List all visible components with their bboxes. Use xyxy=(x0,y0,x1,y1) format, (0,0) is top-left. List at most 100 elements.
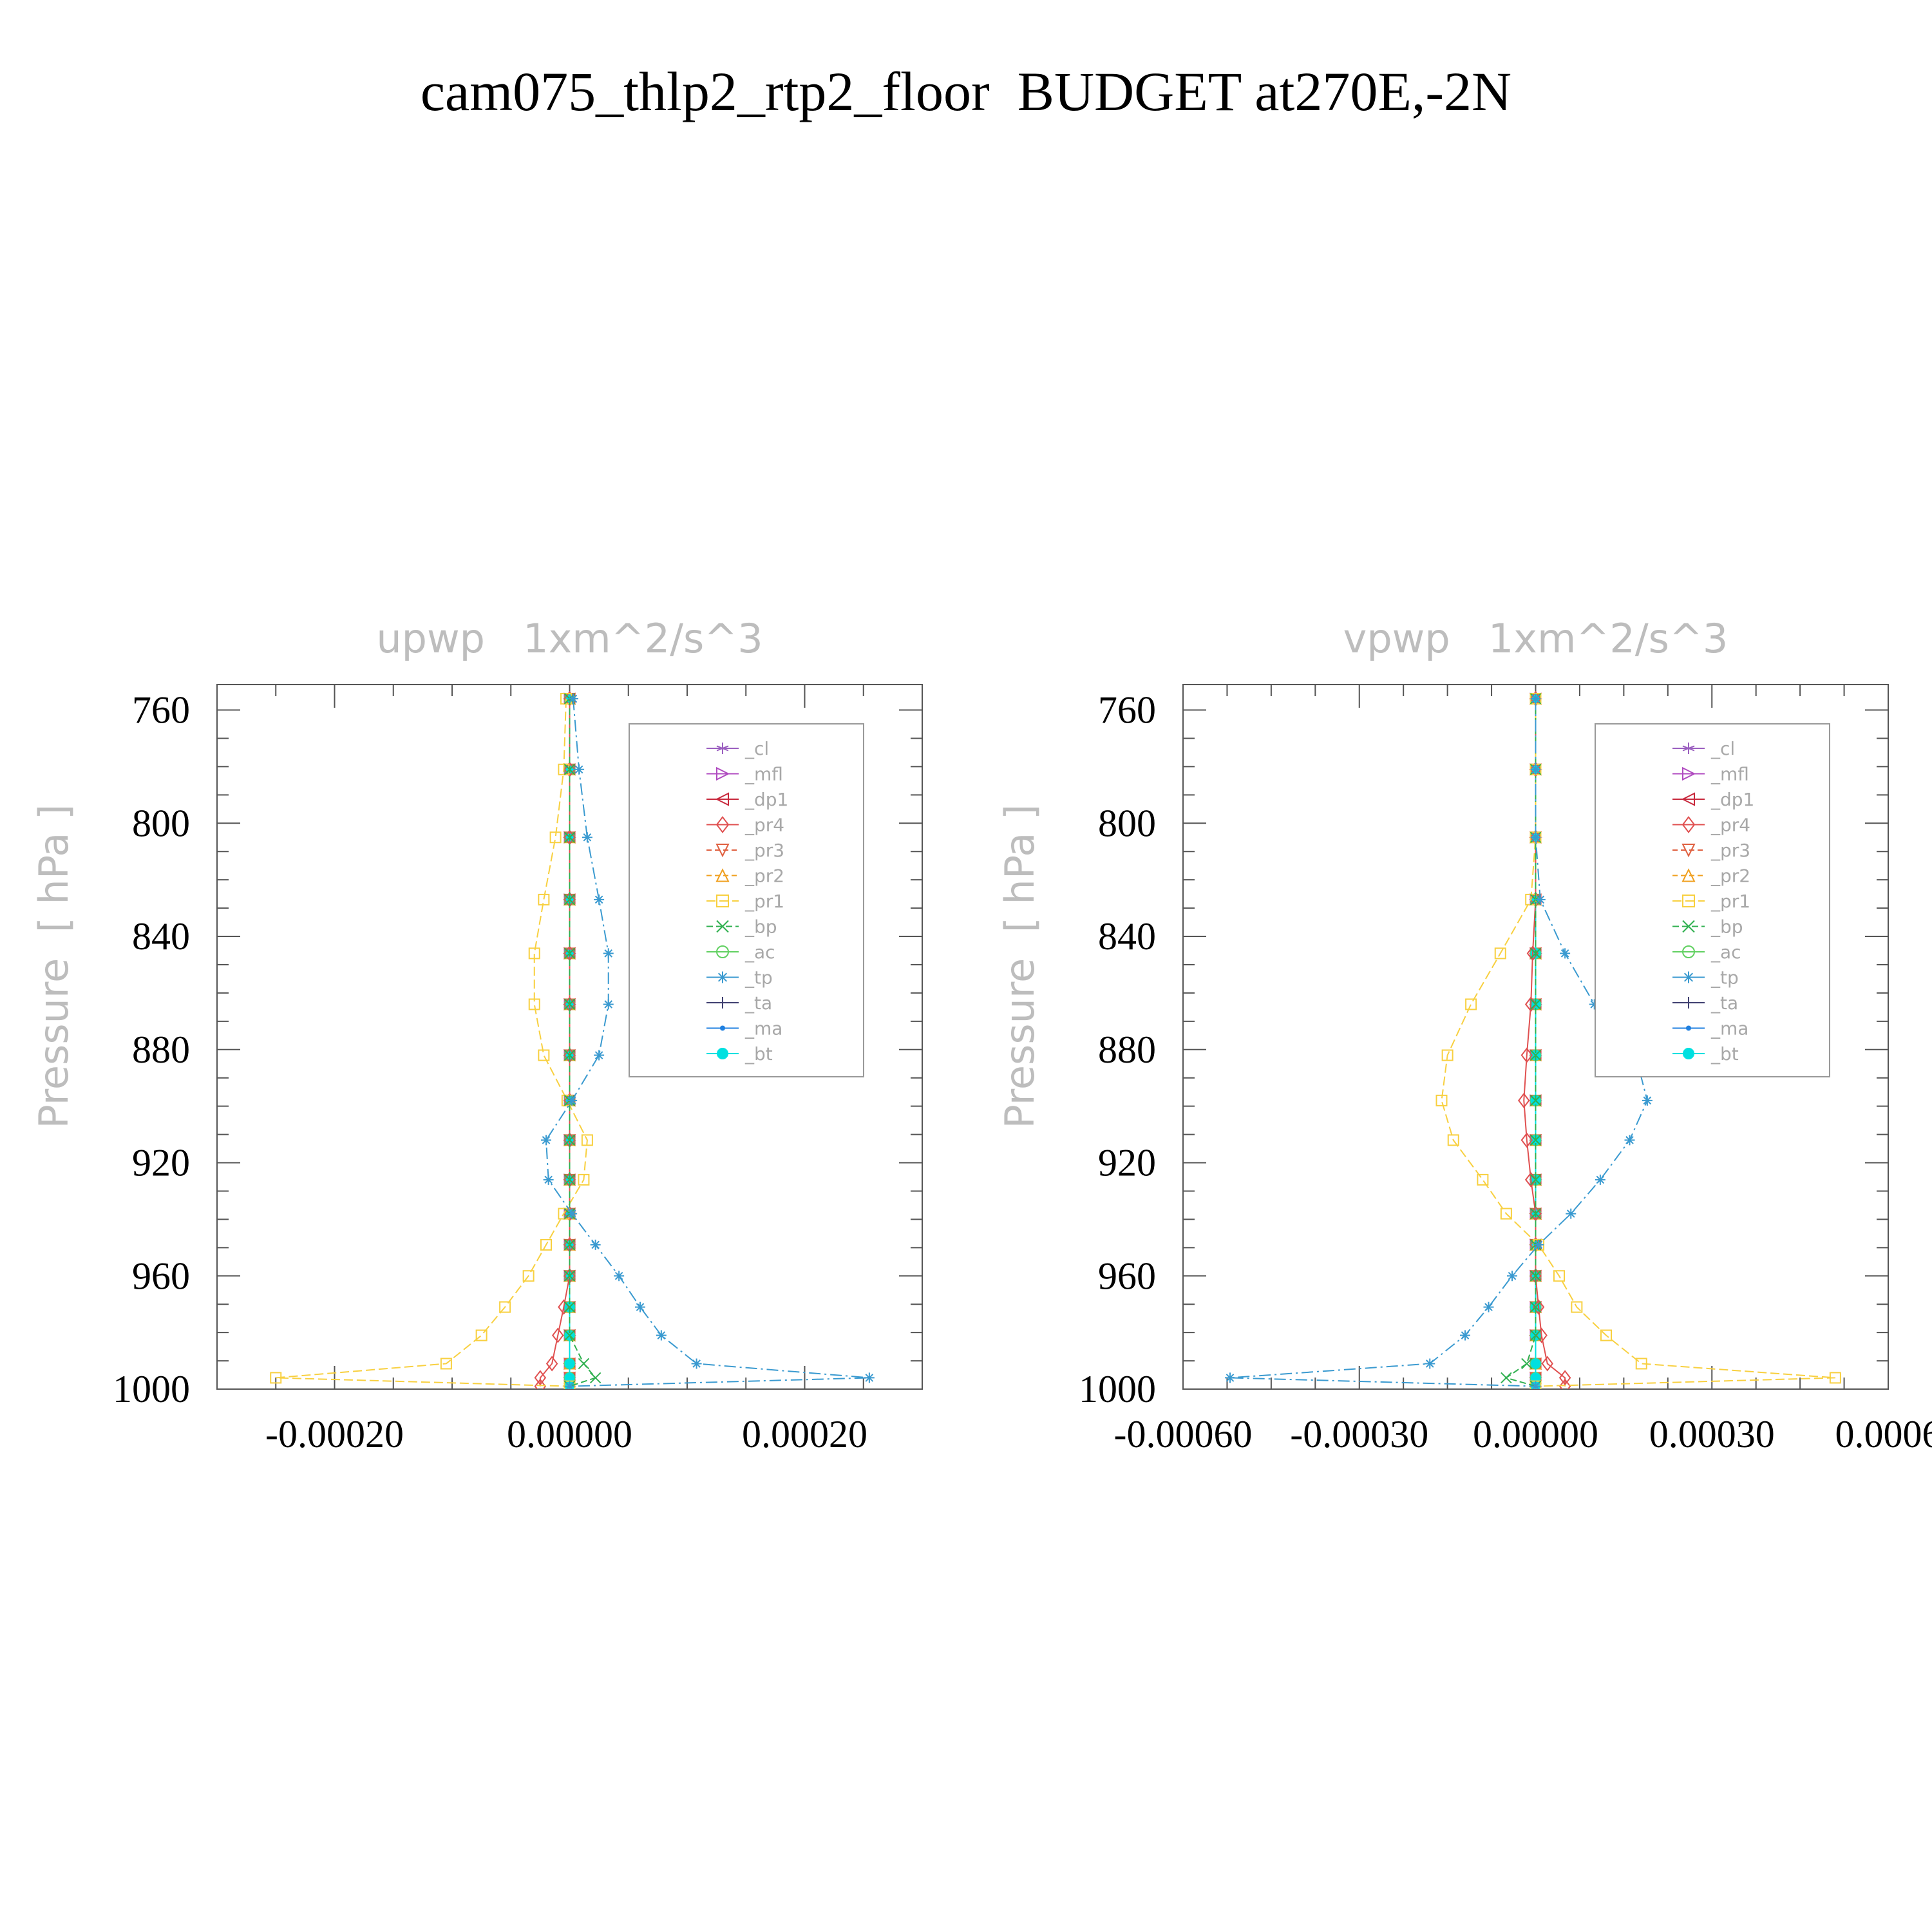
legend-label: _pr2 xyxy=(1710,866,1750,887)
legend-marker xyxy=(717,971,728,983)
legend-label: _ta xyxy=(744,992,772,1014)
y-tick-label: 840 xyxy=(1098,915,1156,958)
data-point xyxy=(541,1135,551,1146)
legend-label: _pr1 xyxy=(744,891,784,912)
legend-label: _pr3 xyxy=(1710,840,1750,861)
panel-2: vpwp 1xm^2/s^3 Pressure [ hPa ] 760 800 840 8… xyxy=(996,615,1932,1455)
legend-marker xyxy=(715,792,729,806)
data-point xyxy=(567,1208,578,1219)
legend-marker xyxy=(1683,971,1694,983)
series-line xyxy=(1441,698,1835,1387)
legend-marker xyxy=(715,816,730,833)
panel-1: upwp 1xm^2/s^3 Pressure [ hPa ] 760 800 840 8… xyxy=(30,615,923,1455)
legend-label: _pr2 xyxy=(744,866,784,887)
legend-label: _bp xyxy=(1710,916,1743,938)
data-point xyxy=(1435,1094,1448,1106)
legend-marker xyxy=(1681,844,1696,858)
legend-marker xyxy=(1683,997,1694,1009)
y-axis-title: Pressure [ hPa ] xyxy=(30,804,77,1129)
legend-label: _pr1 xyxy=(1710,891,1750,912)
data-point xyxy=(1530,1174,1542,1186)
legend-marker xyxy=(1681,816,1696,833)
legend-box xyxy=(629,723,864,1077)
data-point xyxy=(578,1173,590,1186)
data-point xyxy=(567,693,578,704)
legend-label: _ma xyxy=(744,1018,782,1039)
data-point xyxy=(1595,1174,1605,1185)
data-point xyxy=(1589,999,1600,1010)
data-point xyxy=(1530,1329,1542,1341)
data-point xyxy=(1530,1095,1542,1106)
data-point xyxy=(1635,1358,1647,1370)
legend-marker xyxy=(719,1025,726,1031)
data-point xyxy=(635,1302,645,1312)
data-point xyxy=(590,1239,601,1250)
data-point xyxy=(567,1095,578,1106)
data-point xyxy=(1460,1330,1470,1341)
data-point xyxy=(1553,1270,1565,1282)
data-point xyxy=(594,1050,605,1061)
data-point xyxy=(1477,1173,1489,1186)
legend-label: _bp xyxy=(744,916,777,938)
data-point xyxy=(578,1358,590,1370)
legend-marker xyxy=(715,868,730,882)
data-point xyxy=(1500,1208,1512,1220)
data-point xyxy=(534,1378,547,1389)
data-point xyxy=(475,1329,488,1341)
data-point xyxy=(594,894,605,905)
data-point xyxy=(540,1238,552,1251)
series-line xyxy=(1504,698,1537,1387)
legend-marker xyxy=(1682,945,1695,958)
data-point xyxy=(1507,1271,1517,1282)
y-tick-label: 800 xyxy=(132,802,190,844)
data-point xyxy=(603,999,614,1010)
legend-label: _ac xyxy=(1710,942,1741,963)
series-pr4 xyxy=(534,690,576,1389)
data-point xyxy=(564,1381,575,1389)
data-point xyxy=(1425,1358,1435,1369)
legend-label: _cl xyxy=(1710,738,1735,759)
y-tick-label: 920 xyxy=(1098,1142,1156,1184)
data-point xyxy=(691,1358,702,1369)
data-point xyxy=(1530,1134,1542,1146)
data-point xyxy=(538,893,550,905)
data-point xyxy=(564,1301,576,1313)
legend-marker xyxy=(716,920,729,933)
legend-marker xyxy=(716,945,729,958)
data-point xyxy=(270,1372,282,1384)
series-line xyxy=(1523,698,1566,1387)
data-point xyxy=(1530,1372,1541,1383)
y-tick-label: 1000 xyxy=(1079,1368,1156,1410)
data-point xyxy=(564,1174,576,1186)
x-tick-label: 0.00000 xyxy=(1473,1413,1598,1455)
y-tick-label: 760 xyxy=(132,689,190,732)
data-point xyxy=(589,1372,601,1384)
data-point xyxy=(603,948,614,959)
x-tick-label: -0.00060 xyxy=(1114,1413,1253,1455)
y-tick-label: 840 xyxy=(132,915,190,958)
series-line xyxy=(539,698,571,1387)
legend-label: _ma xyxy=(1710,1018,1748,1039)
data-point xyxy=(528,947,540,960)
data-point xyxy=(1530,1208,1542,1220)
legend-marker xyxy=(1682,895,1695,907)
x-tick-label: 0.00000 xyxy=(507,1413,632,1455)
data-point xyxy=(1530,764,1541,775)
data-point xyxy=(1483,1302,1494,1312)
x-tick-label: 0.00030 xyxy=(1649,1413,1775,1455)
data-point xyxy=(1530,947,1542,960)
data-point xyxy=(538,1049,550,1061)
legend-label: _mfl xyxy=(744,764,783,785)
panel-title: upwp 1xm^2/s^3 xyxy=(376,615,762,662)
data-point xyxy=(440,1358,452,1370)
data-point xyxy=(1441,1049,1454,1061)
data-point xyxy=(1533,1239,1544,1250)
data-point xyxy=(499,1301,511,1313)
data-point xyxy=(564,998,576,1010)
data-point xyxy=(1520,1132,1533,1148)
data-point xyxy=(528,998,540,1010)
data-point xyxy=(864,1372,875,1383)
data-point xyxy=(614,1271,625,1282)
data-point xyxy=(522,1270,535,1282)
legend-label: _dp1 xyxy=(744,789,788,810)
